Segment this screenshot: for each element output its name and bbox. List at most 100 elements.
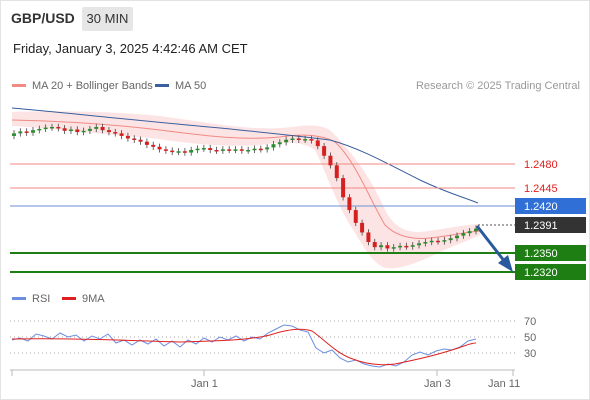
candle-up [303, 139, 308, 141]
candle-up [271, 144, 276, 148]
candle-up [265, 147, 270, 150]
support-1-label: 1.2350 [524, 248, 558, 260]
candle-down [100, 126, 105, 131]
candle-down [315, 140, 320, 147]
candle-up [68, 129, 73, 132]
candle-up [290, 138, 295, 140]
bollinger-band [12, 111, 480, 269]
candle-up [379, 245, 384, 248]
candle-down [62, 128, 67, 131]
candle-down [106, 130, 111, 133]
candle-up [252, 148, 257, 151]
candle-down [170, 150, 175, 153]
rsi-label: RSI [32, 293, 51, 305]
candle-up [220, 149, 225, 151]
rsi-tick-70: 70 [524, 316, 536, 328]
candle-down [75, 129, 80, 133]
datetime-label: Friday, January 3, 2025 4:42:46 AM CET [13, 41, 248, 56]
candle-down [258, 148, 263, 151]
candle-up [43, 127, 48, 130]
candle-up [30, 130, 35, 133]
candle-down [56, 126, 61, 129]
candle-up [176, 151, 181, 153]
candle-down [132, 138, 137, 140]
candle-down [157, 146, 162, 150]
pivot-label: 1.2420 [524, 201, 558, 213]
ma20-label: MA 20 + Bollinger Bands [32, 80, 153, 92]
candle-down [436, 240, 441, 243]
symbol-title: GBP/USD [11, 10, 75, 26]
rsi-line [11, 324, 477, 368]
ma9-label: 9MA [82, 293, 105, 305]
candle-down [24, 131, 29, 133]
candle-down [322, 146, 327, 156]
candle-up [474, 228, 478, 232]
candle-down [360, 222, 365, 233]
candle-up [37, 128, 42, 131]
ma9-swatch [62, 296, 76, 300]
last-price-tag [515, 217, 586, 233]
candle-down [366, 232, 371, 243]
x-label-jan1: Jan 1 [191, 378, 218, 390]
candle-down [296, 138, 301, 140]
resistance-1-label: 1.2445 [524, 183, 558, 195]
candle-down [138, 139, 143, 142]
x-label-jan11: Jan 11 [488, 378, 520, 390]
candle-down [151, 144, 156, 147]
legend-ma20-bollinger: MA 20 + Bollinger Bands [12, 80, 153, 92]
rsi-tick-30: 30 [524, 348, 536, 360]
ma20-line [11, 119, 481, 239]
ma20-swatch [12, 83, 26, 87]
candle-up [467, 231, 472, 234]
forecast-arrow [475, 225, 513, 272]
candle-down [372, 242, 377, 248]
resistance-2-label: 1.2480 [524, 159, 558, 171]
candle-up [94, 126, 99, 129]
candle-up [246, 149, 251, 152]
candle-up [12, 133, 16, 136]
last-price-label: 1.2391 [524, 220, 558, 232]
support-2-label: 1.2320 [524, 267, 558, 279]
candle-down [119, 133, 124, 136]
candle-up [189, 149, 194, 153]
x-label-jan3: Jan 3 [424, 378, 451, 390]
candle-up [423, 242, 428, 244]
ma50-label: MA 50 [175, 80, 207, 92]
candle-up [429, 240, 434, 243]
candle-down [144, 141, 149, 145]
candle-up [284, 139, 289, 143]
candle-down [113, 132, 118, 134]
candle-up [398, 245, 403, 248]
candle-down [404, 245, 409, 248]
candle-down [208, 148, 213, 150]
candle-up [391, 247, 396, 249]
candle-up [81, 130, 86, 133]
candle-down [341, 178, 346, 198]
candle-down [328, 155, 333, 166]
candle-down [347, 197, 352, 211]
candle-up [277, 142, 282, 145]
pivot-tag [515, 198, 586, 214]
ma50-swatch [155, 83, 169, 87]
candle-up [455, 235, 460, 239]
candle-down [309, 139, 314, 141]
credit-label: Research © 2025 Trading Central [415, 80, 580, 92]
candle-up [49, 126, 54, 129]
candle-up [448, 238, 453, 241]
candle-up [18, 131, 23, 134]
candle-up [201, 148, 206, 150]
candle-down [182, 151, 187, 153]
header-bar: GBP/USD 30 MIN [0, 0, 590, 36]
support-2-tag [515, 264, 586, 280]
candle-up [461, 233, 466, 236]
candle-up [410, 245, 415, 247]
candle-down [334, 165, 339, 179]
candles-group [12, 123, 478, 252]
candle-up [195, 148, 200, 151]
timeframe-badge[interactable]: 30 MIN [82, 7, 133, 31]
legend-9ma: 9MA [62, 293, 105, 305]
rsi-swatch [12, 296, 26, 300]
candle-down [125, 135, 130, 139]
rsi-ma9-line [11, 328, 477, 366]
